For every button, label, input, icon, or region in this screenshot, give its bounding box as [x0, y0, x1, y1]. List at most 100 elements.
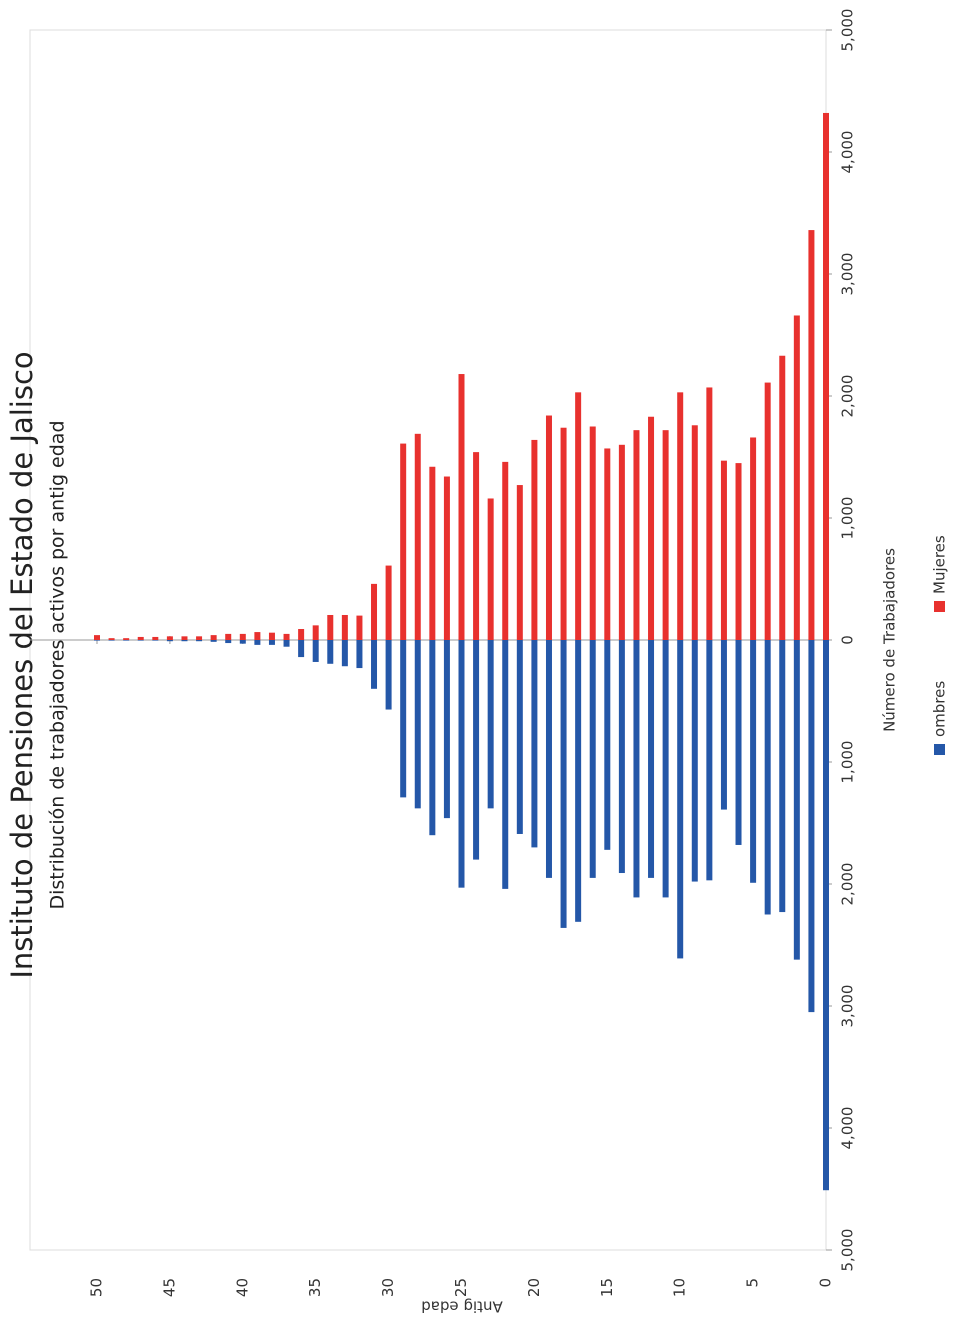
bar: [823, 640, 829, 1191]
bar: [210, 640, 217, 642]
bar: [793, 640, 800, 960]
bar: [735, 639, 742, 845]
bar: [108, 639, 115, 641]
bar: [225, 633, 232, 640]
bar: [196, 639, 203, 642]
bar: [575, 392, 582, 640]
bar: [356, 615, 363, 640]
bar: [589, 640, 596, 878]
bar: [604, 448, 611, 640]
bar: [764, 640, 771, 915]
x-tick-label: 4,000: [839, 1107, 857, 1150]
bar: [181, 636, 188, 640]
bar: [779, 355, 786, 640]
bar: [633, 640, 640, 898]
bar: [677, 392, 684, 640]
bar: [604, 640, 611, 850]
bar: [458, 374, 465, 640]
bar: [385, 565, 392, 640]
bar: [750, 640, 757, 883]
bar: [137, 636, 144, 640]
bar: [823, 112, 829, 640]
bar: [254, 640, 261, 645]
bar: [239, 633, 246, 640]
bar: [473, 640, 480, 860]
bar: [502, 640, 509, 889]
y-tick-label: 50: [88, 1278, 106, 1297]
bar: [429, 466, 436, 640]
bar: [414, 433, 421, 640]
x-tick-label: 0: [839, 635, 857, 645]
bar: [210, 635, 217, 640]
bar: [633, 430, 640, 640]
bar: [458, 640, 465, 888]
bar: [735, 463, 742, 640]
bar: [181, 639, 188, 642]
bar: [283, 633, 290, 640]
bar: [239, 639, 246, 644]
rotated-chart: Instituto de Pensiones del Estado de Jal…: [5, 9, 949, 1316]
legend-swatch: [934, 744, 945, 755]
x-tick-label: 4,000: [839, 131, 857, 174]
bar: [268, 640, 275, 645]
bar: [487, 498, 494, 640]
bar: [371, 639, 378, 689]
legend-swatch: [934, 601, 945, 612]
bar: [341, 639, 348, 667]
bar: [560, 427, 567, 640]
chart-title: Instituto de Pensiones del Estado de Jal…: [5, 351, 39, 978]
bar: [400, 443, 407, 640]
x-tick-label: 1,000: [839, 497, 857, 540]
bar: [662, 430, 669, 640]
bar: [531, 640, 538, 848]
y-tick-label: 0: [817, 1278, 835, 1288]
x-tick-label: 5,000: [839, 9, 857, 52]
bar: [560, 640, 567, 928]
y-axis-label: Antig edad: [421, 1298, 503, 1316]
bar: [589, 426, 596, 640]
bar: [312, 625, 319, 640]
bar: [137, 639, 144, 641]
bar: [502, 461, 509, 640]
bar: [123, 638, 130, 640]
y-tick-label: 40: [233, 1278, 251, 1297]
bar: [414, 639, 421, 809]
bar: [764, 382, 771, 640]
x-tick-label: 3,000: [839, 985, 857, 1028]
bar: [152, 636, 159, 640]
bar: [429, 640, 436, 836]
y-tick-label: 45: [160, 1278, 178, 1297]
bar: [312, 640, 319, 662]
bar: [385, 639, 392, 710]
bar: [371, 583, 378, 640]
bar: [808, 230, 815, 640]
bar: [618, 444, 625, 640]
bar: [341, 614, 348, 640]
y-tick-label: 30: [379, 1278, 397, 1297]
y-tick-label: 10: [671, 1278, 689, 1297]
x-tick-label: 5,000: [839, 1229, 857, 1272]
bar: [575, 640, 582, 922]
bar: [268, 632, 275, 640]
chart-subtitle: Distribución de trabajadores activos por…: [47, 420, 69, 909]
bar: [108, 638, 115, 640]
bar: [400, 640, 407, 798]
bar: [750, 437, 757, 640]
bar: [254, 632, 261, 640]
bar: [516, 485, 523, 640]
bar: [720, 639, 727, 810]
bar: [152, 639, 159, 641]
y-tick-label: 20: [525, 1278, 543, 1297]
bar: [648, 640, 655, 878]
bar: [356, 639, 363, 669]
bar: [94, 639, 100, 641]
bar: [327, 639, 334, 664]
bar: [618, 639, 625, 874]
bar: [94, 635, 100, 640]
bar: [283, 640, 290, 647]
bar: [779, 640, 786, 913]
y-tick-label: 35: [306, 1278, 324, 1297]
bar: [516, 640, 523, 834]
